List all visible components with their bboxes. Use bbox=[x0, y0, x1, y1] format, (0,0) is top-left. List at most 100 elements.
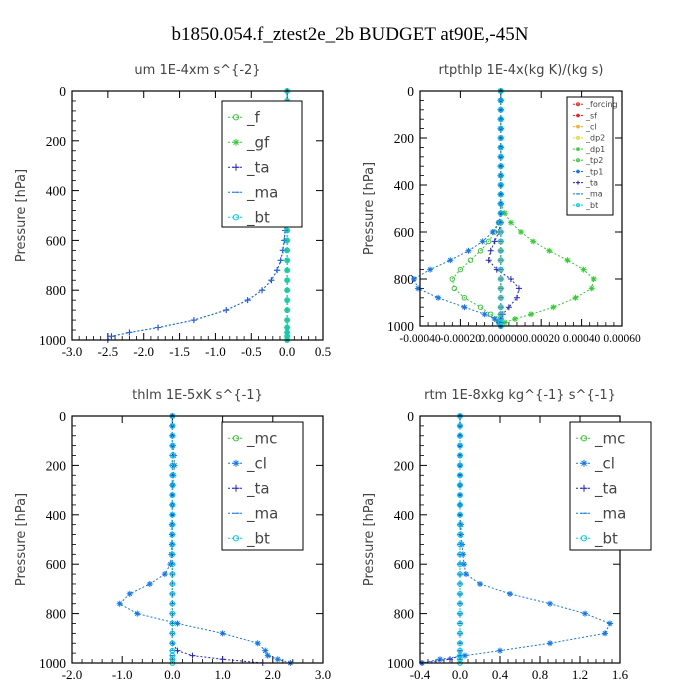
legend-marker bbox=[232, 138, 240, 146]
series-bt bbox=[169, 413, 176, 666]
x-tick-label: 0.00040 bbox=[563, 333, 601, 345]
legend-label: _mc bbox=[594, 430, 625, 449]
y-tick-label: 1000 bbox=[39, 656, 66, 671]
data-point bbox=[435, 294, 442, 301]
y-tick-label: 400 bbox=[394, 508, 415, 523]
y-tick-label: 0 bbox=[59, 84, 66, 99]
legend-marker bbox=[576, 203, 580, 208]
x-tick-label: 0.4 bbox=[492, 667, 509, 682]
data-point bbox=[174, 620, 181, 627]
data-point bbox=[219, 630, 226, 637]
data-point bbox=[116, 600, 123, 607]
data-point bbox=[487, 311, 494, 317]
data-point bbox=[457, 610, 463, 617]
data-point bbox=[590, 276, 597, 282]
legend-label: _cl bbox=[594, 455, 615, 474]
data-point bbox=[457, 531, 463, 538]
legend-label: _gf bbox=[246, 134, 270, 153]
data-point bbox=[169, 656, 176, 663]
data-point bbox=[498, 172, 504, 179]
data-point bbox=[169, 492, 176, 498]
plot-frame bbox=[419, 90, 623, 327]
legend-label: _dp1 bbox=[585, 145, 605, 154]
x-tick-label: 1.6 bbox=[612, 667, 629, 682]
data-point bbox=[457, 266, 464, 273]
series-line bbox=[451, 91, 502, 327]
data-point bbox=[174, 647, 181, 654]
data-point bbox=[169, 541, 176, 548]
data-point bbox=[501, 210, 508, 217]
legend-marker bbox=[232, 459, 240, 467]
y-axis-label: Pressure [hPa] bbox=[362, 162, 377, 255]
chart-panel-4: rtm 1E-8xkg kg^{-1} s^{-1} Pressure [hPa]… bbox=[362, 388, 652, 682]
legend-label: _cl bbox=[246, 455, 267, 474]
x-tick-label: 0.0 bbox=[452, 667, 468, 682]
data-point bbox=[457, 442, 463, 449]
data-point bbox=[169, 472, 176, 479]
x-tick-label: -3.0 bbox=[62, 344, 83, 359]
data-point bbox=[284, 317, 290, 323]
y-tick-label: 400 bbox=[46, 184, 67, 199]
legend-marker bbox=[576, 113, 580, 118]
y-axis-label: Pressure [hPa] bbox=[14, 169, 29, 262]
legend: _f _gf _ta _ma _bt bbox=[221, 100, 303, 228]
data-point bbox=[169, 581, 176, 587]
legend-label: _ta bbox=[246, 159, 270, 178]
legend-marker bbox=[232, 114, 240, 121]
data-point bbox=[284, 237, 290, 244]
data-point bbox=[169, 640, 176, 646]
data-point bbox=[219, 656, 226, 663]
data-point bbox=[457, 482, 463, 488]
data-point bbox=[564, 257, 571, 264]
data-point bbox=[498, 248, 504, 254]
legend-label: _tp2 bbox=[585, 156, 603, 165]
data-point bbox=[457, 521, 463, 528]
y-tick-label: 800 bbox=[394, 272, 415, 287]
x-tick-label: -0.00020 bbox=[440, 333, 481, 345]
data-point bbox=[169, 442, 176, 449]
legend-label: _bt bbox=[594, 530, 618, 549]
x-tick-label: -0.5 bbox=[241, 344, 262, 359]
data-point bbox=[518, 229, 524, 235]
x-tick-label: 0.0 bbox=[164, 667, 180, 682]
data-point bbox=[161, 571, 168, 578]
data-point bbox=[169, 452, 176, 459]
data-point bbox=[457, 462, 463, 469]
panel-title: rtpthlp 1E-4x(kg K)/(kg s) bbox=[439, 63, 604, 78]
data-point bbox=[572, 294, 579, 301]
legend-marker bbox=[232, 163, 240, 171]
x-tick-label: -1.0 bbox=[112, 667, 133, 682]
data-point bbox=[264, 652, 271, 659]
series-ta bbox=[419, 413, 463, 666]
data-point bbox=[498, 304, 504, 310]
data-point bbox=[126, 590, 133, 597]
data-point bbox=[602, 630, 608, 637]
data-point bbox=[457, 581, 463, 587]
data-point bbox=[449, 276, 456, 282]
x-tick-label: -1.5 bbox=[169, 344, 190, 359]
legend-marker bbox=[576, 147, 580, 152]
series-bt bbox=[457, 413, 463, 666]
data-point bbox=[457, 591, 463, 597]
data-point bbox=[457, 433, 463, 439]
data-point bbox=[457, 502, 463, 508]
x-tick-label: 3.0 bbox=[315, 667, 331, 682]
data-point bbox=[189, 652, 196, 659]
data-point bbox=[457, 600, 463, 607]
data-point bbox=[169, 630, 176, 637]
series-tp2 bbox=[449, 88, 504, 329]
y-tick-label: 800 bbox=[46, 607, 67, 622]
data-point bbox=[507, 590, 513, 597]
data-point bbox=[498, 319, 504, 326]
legend-label: _bt bbox=[246, 530, 270, 549]
data-point bbox=[547, 600, 553, 607]
data-point bbox=[457, 652, 463, 659]
data-point bbox=[461, 295, 468, 301]
data-point bbox=[284, 329, 290, 336]
data-point bbox=[457, 551, 463, 558]
data-point bbox=[479, 238, 486, 245]
y-tick-label: 600 bbox=[394, 225, 415, 240]
y-tick-label: 800 bbox=[394, 607, 415, 622]
series-mc bbox=[169, 413, 176, 666]
y-tick-label: 600 bbox=[394, 557, 415, 572]
